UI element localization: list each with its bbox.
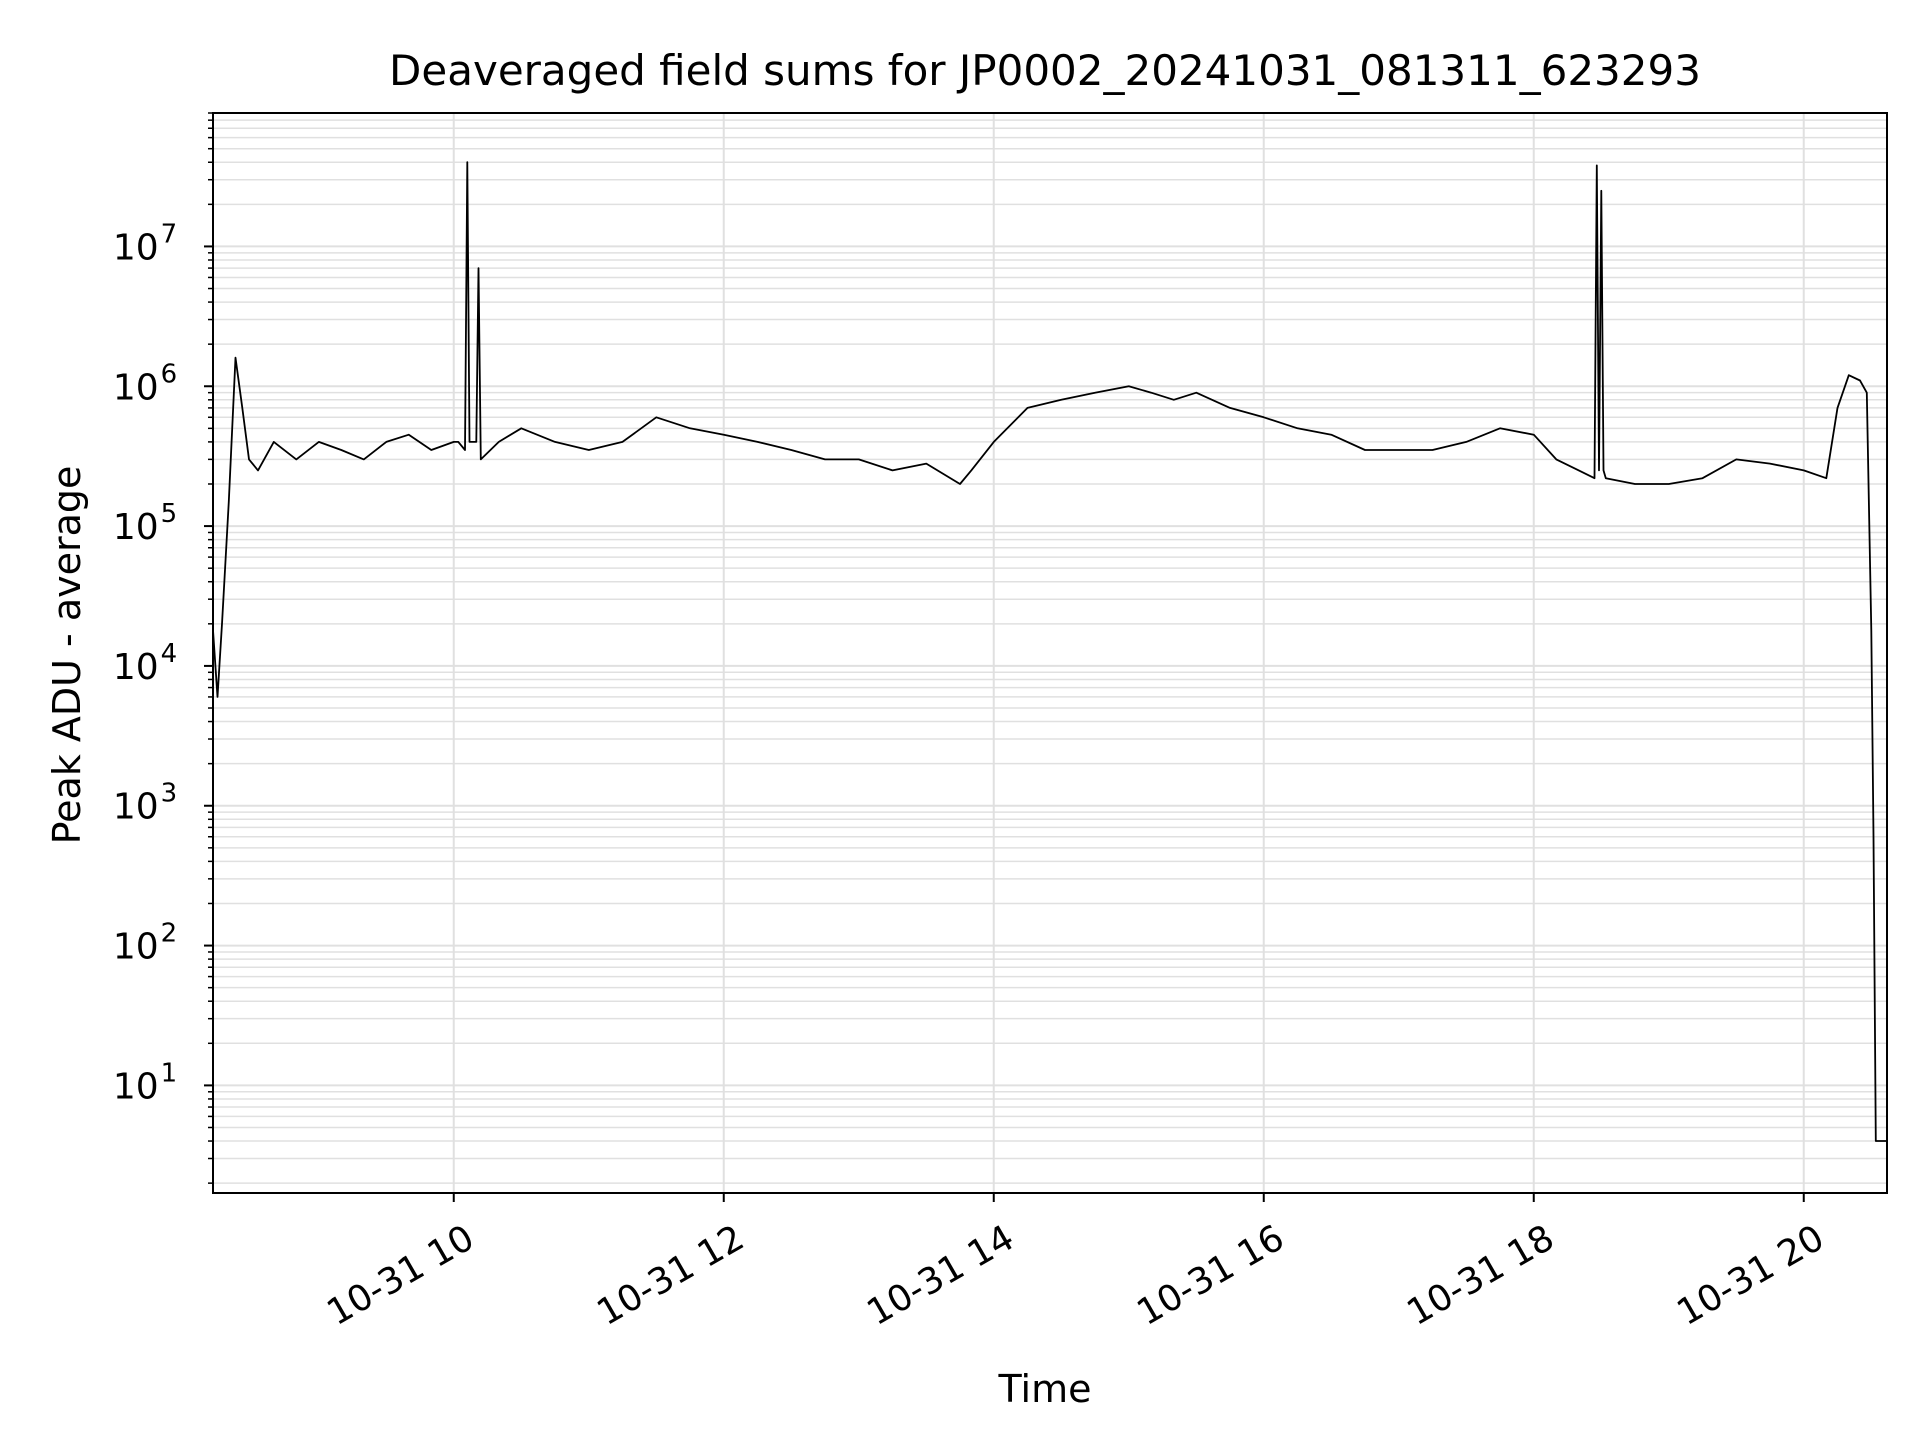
x-axis-label: Time (998, 1367, 1092, 1411)
y-tick-label: 106 (113, 359, 177, 408)
y-tick-label: 104 (113, 639, 177, 688)
x-tick-label: 10-31 14 (860, 1217, 1021, 1333)
axes-frame (212, 112, 1888, 1194)
x-axis: 10-31 10 10-31 12 10-31 14 10-31 16 10-31 18… (320, 1193, 1831, 1334)
y-axis-label: Peak ADU - average (45, 466, 89, 845)
y-axis: 101 102 103 104 105 106 107 (113, 112, 213, 1184)
x-tick-label: 10-31 12 (590, 1217, 751, 1333)
grid (213, 112, 1887, 1193)
y-tick-label: 101 (113, 1058, 177, 1107)
series-line (212, 161, 1887, 1142)
y-tick-label: 102 (113, 919, 177, 968)
chart-title: Deaveraged field sums for JP0002_2024103… (389, 46, 1701, 95)
y-tick-label: 103 (113, 779, 177, 828)
plot-area (212, 161, 1887, 1142)
x-tick-label: 10-31 10 (320, 1217, 481, 1333)
x-tick-label: 10-31 20 (1670, 1217, 1831, 1333)
x-tick-label: 10-31 16 (1130, 1217, 1291, 1333)
x-tick-label: 10-31 18 (1400, 1217, 1561, 1333)
y-tick-label: 107 (113, 219, 177, 268)
y-tick-label: 105 (113, 499, 177, 548)
